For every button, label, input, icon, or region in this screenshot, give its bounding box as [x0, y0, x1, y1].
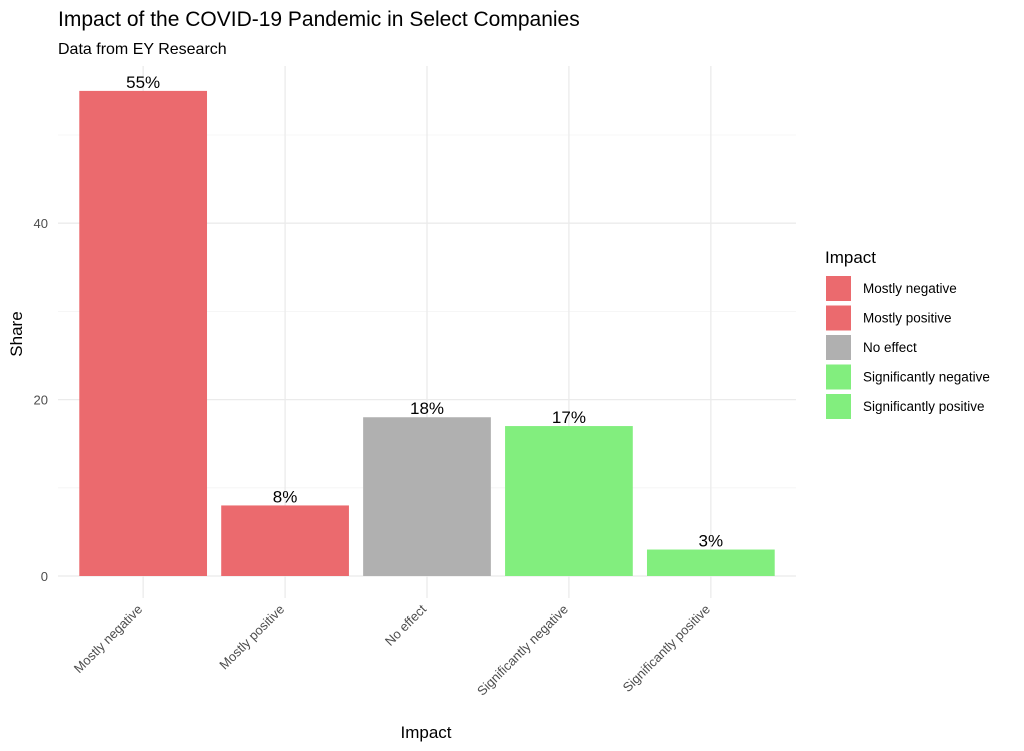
x-tick-label: Significantly positive [620, 602, 713, 695]
bar-data-label: 3% [699, 532, 724, 551]
x-tick-label: Mostly positive [216, 602, 287, 673]
legend-label: Significantly negative [863, 370, 990, 385]
chart-title: Impact of the COVID-19 Pandemic in Selec… [58, 8, 580, 31]
bar [79, 90, 208, 577]
y-tick-label: 20 [34, 393, 48, 408]
x-axis-title: Impact [400, 723, 451, 742]
bars: 55% 8% 18% 17% 3% [79, 73, 775, 577]
bar [505, 426, 633, 576]
legend-label: No effect [863, 340, 917, 355]
bar-data-label: 8% [273, 487, 298, 506]
chart-subtitle: Data from EY Research [58, 41, 227, 58]
bar [221, 505, 349, 576]
y-tick-label: 0 [41, 569, 48, 584]
legend-title: Impact [825, 248, 876, 267]
legend-label: Significantly positive [863, 399, 985, 414]
bar [363, 417, 491, 576]
bar-data-label: 55% [126, 73, 160, 92]
x-tick-label: Mostly negative [71, 602, 145, 676]
y-tick-label: 40 [34, 216, 48, 231]
legend-label: Mostly positive [863, 311, 952, 326]
legend-swatch [826, 364, 851, 390]
x-tick-label: Significantly negative [474, 602, 571, 699]
y-axis-ticks: 0 20 40 [34, 216, 48, 584]
legend: Impact Mostly negative Mostly positive No … [825, 248, 990, 419]
legend-swatch [826, 276, 851, 301]
legend-swatch [826, 305, 851, 331]
legend-label: Mostly negative [863, 281, 957, 296]
bar-data-label: 18% [410, 399, 444, 418]
legend-swatch [826, 394, 851, 419]
legend-swatch [826, 335, 851, 360]
x-tick-label: No effect [382, 601, 430, 649]
bar-data-label: 17% [552, 408, 586, 427]
bar [646, 549, 775, 576]
x-axis-ticks: Mostly negative Mostly positive No effect S… [71, 601, 713, 698]
y-axis-title: Share [7, 311, 26, 356]
